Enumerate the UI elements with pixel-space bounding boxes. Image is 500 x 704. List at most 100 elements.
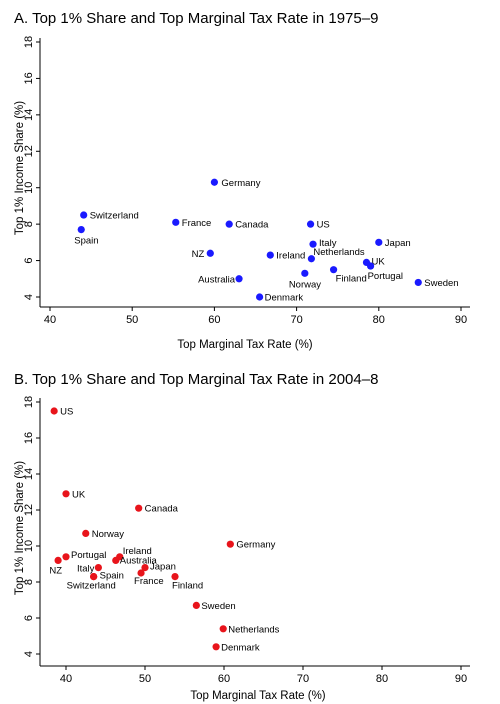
panel-a-y-tick-label: 18	[23, 36, 35, 48]
panel-b-point-label-sweden: Sweden	[201, 601, 235, 612]
panel-a-point-label-norway: Norway	[289, 279, 321, 290]
panel-b-point-label-denmark: Denmark	[221, 642, 260, 653]
panel-a-point-label-japan: Japan	[385, 238, 411, 249]
panel-a-point-label-portugal: Portugal	[368, 271, 403, 282]
panel-a-point-italy	[309, 240, 317, 248]
panel-b-axes: 4 6 8 10 12 14 16 18 40 50 60 70 80 90	[23, 396, 470, 685]
panel-a-x-tick-label: 70	[290, 314, 302, 326]
panel-b-point-germany	[226, 540, 234, 548]
panel-b-y-tick-label: 8	[23, 579, 35, 585]
panel-b-x-axis-label: Top Marginal Tax Rate (%)	[190, 690, 325, 702]
panel-a-point-switzerland	[80, 211, 88, 219]
panel-b-point-label-finland: Finland	[172, 581, 203, 592]
panel-a-point-label-italy: Italy	[319, 238, 337, 249]
panel-b-point-denmark	[212, 643, 220, 651]
panel-b-y-axis-label: Top 1% Income Share (%)	[14, 461, 26, 595]
panel-b-point-japan	[141, 564, 149, 572]
panel-b-point-finland	[171, 573, 179, 581]
panel-b-y-tick-label: 10	[23, 540, 35, 552]
panel-a-point-label-netherlands: Netherlands	[313, 247, 364, 258]
panel-b-x-tick-label: 80	[376, 673, 388, 685]
panel-a-point-france	[172, 218, 180, 226]
panel-b-y-tick-label: 4	[23, 651, 35, 657]
panel-a-point-label-canada: Canada	[235, 220, 269, 231]
panel-a-point-label-australia: Australia	[198, 274, 236, 285]
panel-a-point-label-germany: Germany	[221, 178, 260, 189]
panel-b-point-label-norway: Norway	[92, 529, 124, 540]
panel-a-point-spain	[77, 226, 85, 234]
panel-a-y-tick-label: 16	[23, 72, 35, 84]
panel-a-y-tick-label: 4	[23, 294, 35, 300]
panel-b-chart: B. Top 1% Share and Top Marginal Tax Rat…	[14, 371, 470, 702]
panel-a-point-label-nz: NZ	[192, 249, 205, 260]
panel-a-y-axis-label: Top 1% Income Share (%)	[14, 101, 26, 235]
panel-a-point-germany	[210, 178, 218, 186]
panel-b-point-label-germany: Germany	[236, 540, 275, 551]
panel-a-point-label-switzerland: Switzerland	[90, 211, 139, 222]
panel-b-y-tick-label: 18	[23, 396, 35, 408]
panel-a-point-netherlands	[307, 255, 315, 263]
panel-a-y-tick-label: 10	[23, 182, 35, 194]
panel-b-point-portugal	[62, 553, 70, 561]
panel-a-x-axis-label: Top Marginal Tax Rate (%)	[177, 339, 312, 351]
panel-b-point-label-canada: Canada	[145, 504, 179, 515]
panel-a-point-ireland	[266, 251, 274, 259]
panel-a-point-label-uk: UK	[371, 256, 385, 267]
panel-a-plot-area	[40, 32, 470, 315]
panel-b-point-label-portugal: Portugal	[71, 550, 106, 561]
panel-b-points: US UK Canada Norway Germany Portugal NZ Ireland…	[49, 407, 279, 654]
panel-b-point-netherlands	[219, 625, 227, 633]
panel-a-chart: A. Top 1% Share and Top Marginal Tax Rat…	[14, 10, 470, 351]
panel-a-point-label-finland: Finland	[336, 274, 367, 285]
panel-a-title: A. Top 1% Share and Top Marginal Tax Rat…	[14, 10, 378, 27]
panel-b-y-tick-label: 14	[23, 468, 35, 480]
panel-a-axes: 4 6 8 10 12 14 16 18 40 50 60 70 80 90	[23, 36, 470, 326]
panel-b-point-australia	[112, 556, 120, 565]
panel-a-point-label-denmark: Denmark	[265, 293, 304, 304]
panel-b-point-label-us: US	[60, 407, 73, 418]
panel-a-point-label-ireland: Ireland	[276, 251, 305, 262]
panel-a-y-tick-label: 12	[23, 145, 35, 157]
panel-b-point-canada	[135, 504, 143, 512]
panel-a-x-tick-label: 90	[455, 314, 467, 326]
panel-a-y-tick-label: 8	[23, 221, 35, 227]
panel-a-point-canada	[225, 220, 233, 228]
panel-b-y-tick-label: 6	[23, 615, 35, 621]
panel-b-x-tick-label: 50	[139, 673, 151, 685]
panel-b-point-label-spain: Spain	[100, 571, 124, 582]
panel-a-point-nz	[206, 249, 214, 257]
panel-a-point-us	[306, 220, 315, 228]
panel-b-point-label-ireland: Ireland	[123, 546, 152, 557]
panel-a-x-tick-label: 80	[373, 314, 385, 326]
panel-a-y-tick-label: 6	[23, 258, 35, 264]
panel-b-point-nz	[54, 556, 62, 565]
panel-a-point-sweden	[414, 278, 422, 287]
panel-a-point-norway	[301, 269, 309, 277]
panel-b-point-label-italy: Italy	[77, 564, 95, 575]
panel-a-point-label-spain: Spain	[74, 236, 98, 247]
panel-a-point-label-us: US	[317, 220, 330, 231]
panel-b-point-france	[137, 569, 145, 577]
panel-b-point-sweden	[192, 601, 200, 610]
panel-a-y-tick-label: 14	[23, 109, 35, 121]
panel-b-point-us	[50, 407, 58, 415]
panel-a-x-tick-label: 60	[208, 314, 220, 326]
panel-a-x-tick-label: 50	[126, 314, 138, 326]
panel-a-point-denmark	[256, 293, 264, 301]
panel-a-point-japan	[375, 238, 383, 246]
panel-b-point-label-japan: Japan	[150, 562, 176, 573]
panel-b-point-label-australia: Australia	[120, 555, 158, 566]
panel-a-point-portugal	[366, 262, 375, 270]
panel-a-points: Germany Switzerland Spain France Canada US Ita…	[74, 178, 458, 304]
panel-b-point-label-netherlands: Netherlands	[228, 624, 279, 635]
panel-b-y-tick-label: 16	[23, 432, 35, 444]
panel-b-title: B. Top 1% Share and Top Marginal Tax Rat…	[14, 371, 378, 388]
panel-a-point-finland	[329, 266, 338, 274]
panel-a-x-tick-label: 40	[44, 314, 56, 326]
panel-b-x-tick-label: 60	[218, 673, 230, 685]
panel-a-point-australia	[235, 275, 243, 283]
panel-b-point-italy	[94, 564, 102, 572]
panel-b-y-tick-label: 12	[23, 504, 35, 516]
panel-b-x-tick-label: 40	[60, 673, 72, 685]
